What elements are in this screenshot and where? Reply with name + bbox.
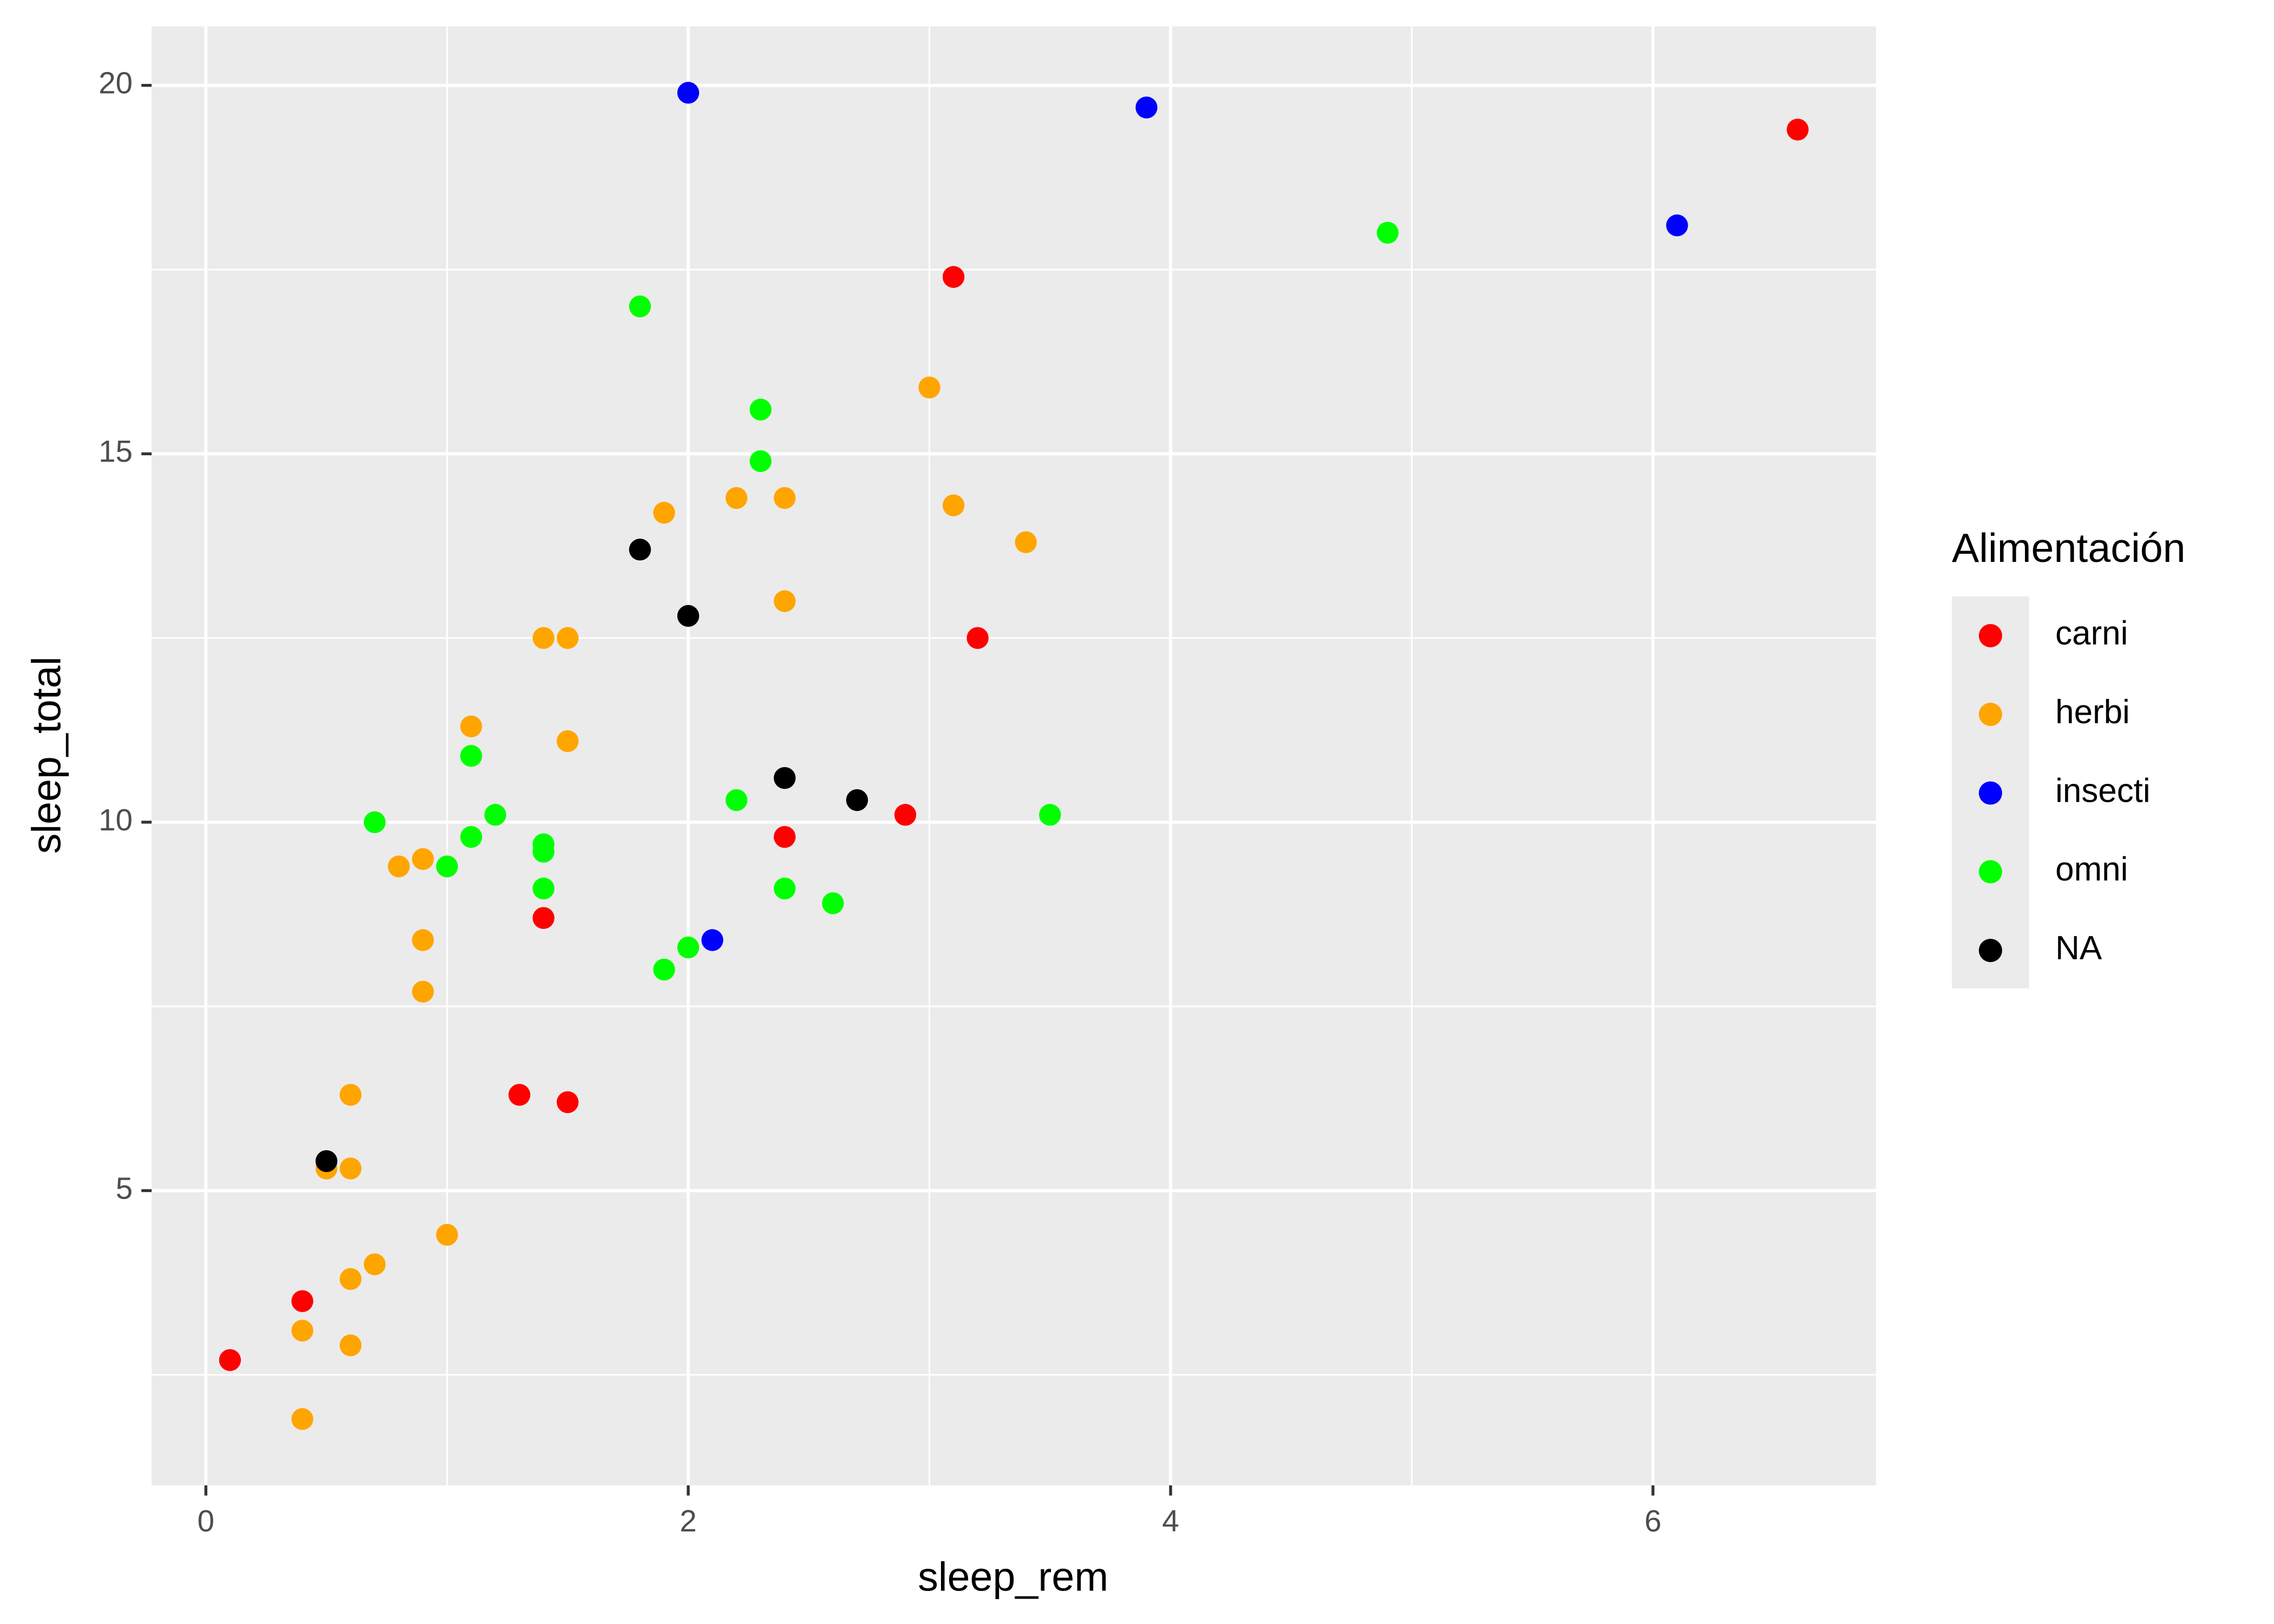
point (774, 878, 796, 900)
point (411, 848, 434, 870)
legend-key (1978, 939, 2002, 962)
point (894, 804, 917, 826)
legend-title: Alimentación (1952, 525, 2186, 571)
point (557, 1091, 579, 1114)
point (774, 590, 796, 612)
point (508, 1084, 531, 1106)
point (1015, 531, 1037, 553)
point (726, 487, 748, 509)
point (774, 826, 796, 848)
legend-label: omni (2055, 851, 2128, 888)
point (653, 958, 675, 981)
point (629, 295, 651, 318)
point (557, 730, 579, 752)
legend-label: herbi (2055, 693, 2130, 731)
x-tick-label: 4 (1162, 1504, 1179, 1538)
point (388, 855, 410, 878)
y-tick-label: 5 (116, 1171, 133, 1205)
point (460, 715, 482, 738)
point (484, 804, 506, 826)
point (1666, 214, 1688, 237)
point (1787, 119, 1809, 141)
point (219, 1349, 241, 1371)
point (339, 1157, 362, 1180)
point (677, 605, 700, 627)
point (460, 745, 482, 767)
point (774, 487, 796, 509)
point (846, 789, 868, 811)
y-tick-label: 15 (99, 434, 133, 468)
y-tick-label: 10 (99, 803, 133, 837)
y-axis-title: sleep_total (23, 657, 69, 854)
point (1376, 221, 1399, 244)
legend-label: NA (2055, 929, 2102, 967)
point (291, 1290, 313, 1312)
point (315, 1150, 338, 1173)
point (411, 980, 434, 1003)
point (1135, 96, 1158, 119)
x-axis-title: sleep_rem (918, 1554, 1108, 1600)
point (701, 929, 723, 951)
point (918, 376, 940, 398)
point (774, 767, 796, 789)
point (749, 398, 772, 421)
point (749, 450, 772, 473)
x-tick-label: 2 (679, 1504, 696, 1538)
point (1039, 804, 1061, 826)
point (436, 855, 458, 878)
point (291, 1408, 313, 1430)
x-tick-label: 6 (1644, 1504, 1661, 1538)
point (339, 1268, 362, 1290)
point (726, 789, 748, 811)
point (411, 929, 434, 951)
point (822, 892, 844, 914)
legend-key (1978, 624, 2002, 647)
point (557, 627, 579, 649)
point (653, 501, 675, 524)
point (363, 811, 386, 834)
point (363, 1253, 386, 1275)
legend-label: insecti (2055, 772, 2150, 809)
point (629, 539, 651, 561)
point (291, 1319, 313, 1342)
point (339, 1334, 362, 1357)
point (532, 907, 555, 929)
legend-key (1978, 860, 2002, 883)
point (532, 627, 555, 649)
point (532, 878, 555, 900)
legend-key (1978, 703, 2002, 726)
point (677, 82, 700, 104)
point (966, 627, 989, 649)
point (677, 937, 700, 959)
x-tick-label: 0 (198, 1504, 214, 1538)
point (942, 494, 965, 516)
point (532, 841, 555, 863)
panel (152, 26, 1876, 1485)
point (942, 266, 965, 288)
legend-label: carni (2055, 615, 2128, 652)
y-tick-label: 20 (99, 66, 133, 100)
legend-key (1978, 781, 2002, 805)
point (339, 1084, 362, 1106)
point (460, 826, 482, 848)
point (436, 1223, 458, 1246)
